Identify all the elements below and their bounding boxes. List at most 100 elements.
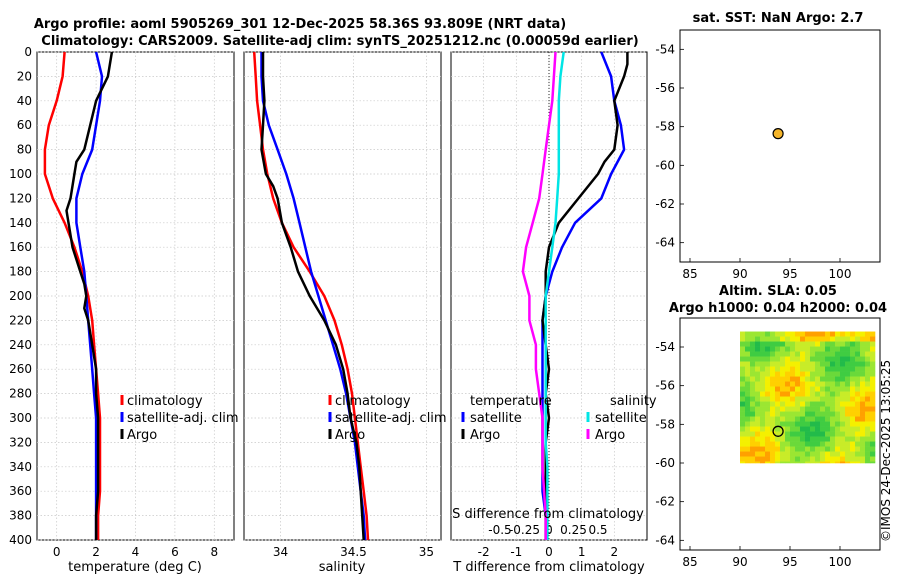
sla-cell <box>740 331 746 337</box>
xtick-label: 34 <box>273 545 288 559</box>
sla-cell <box>805 406 811 412</box>
sla-cell <box>830 411 836 417</box>
sla-cell <box>790 381 796 387</box>
sla-cell <box>805 456 811 462</box>
xtick-label: 95 <box>782 555 797 569</box>
sla-cell <box>815 451 821 457</box>
sla-cell <box>845 401 851 407</box>
sla-cell <box>760 391 766 397</box>
sla-cell <box>815 356 821 362</box>
sla-cell <box>865 336 871 342</box>
sla-cell <box>810 351 816 357</box>
sla-cell <box>830 441 836 447</box>
sla-cell <box>800 331 806 337</box>
sla-cell <box>755 346 761 352</box>
sla-cell <box>870 356 876 362</box>
sla-cell <box>800 426 806 432</box>
sla-cell <box>740 406 746 412</box>
sla-cell <box>860 381 866 387</box>
sla-cell <box>845 431 851 437</box>
sla-cell <box>795 436 801 442</box>
ytick-label: -58 <box>655 417 675 431</box>
sla-cell <box>850 436 856 442</box>
sla-cell <box>830 336 836 342</box>
sla-cell <box>810 396 816 402</box>
sla-cell <box>835 456 841 462</box>
sla-cell <box>740 341 746 347</box>
sla-cell <box>770 461 776 464</box>
sla-cell <box>790 431 796 437</box>
sla-cell <box>810 371 816 377</box>
sla-cell <box>860 411 866 417</box>
sla-cell <box>860 356 866 362</box>
sla-cell <box>785 446 791 452</box>
sla-cell <box>815 361 821 367</box>
sla-cell <box>845 371 851 377</box>
sla-cell <box>850 416 856 422</box>
ytick-label: 380 <box>9 509 32 523</box>
legend-label: Argo <box>127 428 157 443</box>
sla-cell <box>800 451 806 457</box>
sla-cell <box>775 446 781 452</box>
xtick-label: 95 <box>782 267 797 281</box>
sla-cell <box>745 456 751 462</box>
sla-cell <box>800 396 806 402</box>
sla-cell <box>795 381 801 387</box>
sla-cell <box>765 436 771 442</box>
sla-cell <box>780 461 786 464</box>
sla-cell <box>790 356 796 362</box>
sla-cell <box>865 366 871 372</box>
sla-cell <box>790 351 796 357</box>
sla-cell <box>755 436 761 442</box>
sla-cell <box>820 341 826 347</box>
sla-cell <box>855 371 861 377</box>
sla-cell <box>820 461 826 464</box>
sla-cell <box>750 451 756 457</box>
sla-cell <box>845 361 851 367</box>
sla-cell <box>840 446 846 452</box>
argo-position-marker <box>772 425 784 437</box>
sla-cell <box>770 416 776 422</box>
sla-cell <box>765 461 771 464</box>
sla-cell <box>860 441 866 447</box>
sla-cell <box>795 406 801 412</box>
sla-cell <box>740 391 746 397</box>
sla-cell <box>785 391 791 397</box>
sla-cell <box>830 431 836 437</box>
sla-cell <box>765 346 771 352</box>
sla-cell <box>840 396 846 402</box>
sla-cell <box>870 446 876 452</box>
sla-cell <box>835 356 841 362</box>
sla-cell <box>845 426 851 432</box>
legend-label: Argo <box>470 428 500 443</box>
sla-cell <box>770 431 776 437</box>
sla-cell <box>830 381 836 387</box>
sla-cell <box>815 461 821 464</box>
sla-cell <box>840 386 846 392</box>
sla-cell <box>760 416 766 422</box>
sla-cell <box>770 446 776 452</box>
ytick-label: -62 <box>655 197 675 211</box>
sla-cell <box>785 401 791 407</box>
sla-cell <box>835 436 841 442</box>
xtick-label: 85 <box>682 555 697 569</box>
sla-cell <box>810 401 816 407</box>
sla-cell <box>870 381 876 387</box>
sla-cell <box>750 436 756 442</box>
sla-cell <box>815 421 821 427</box>
sla-cell <box>785 381 791 387</box>
sla-cell <box>855 331 861 337</box>
sla-cell <box>810 386 816 392</box>
sla-cell <box>800 411 806 417</box>
sla-cell <box>850 451 856 457</box>
sla-cell <box>765 371 771 377</box>
sla-cell <box>810 421 816 427</box>
sla-cell <box>755 356 761 362</box>
sla-cell <box>870 436 876 442</box>
sla-cell <box>760 376 766 382</box>
sla-cell <box>745 356 751 362</box>
sla-cell <box>790 411 796 417</box>
sla-cell <box>850 426 856 432</box>
sla-cell <box>760 371 766 377</box>
series-line-salinity-argo <box>521 51 557 540</box>
